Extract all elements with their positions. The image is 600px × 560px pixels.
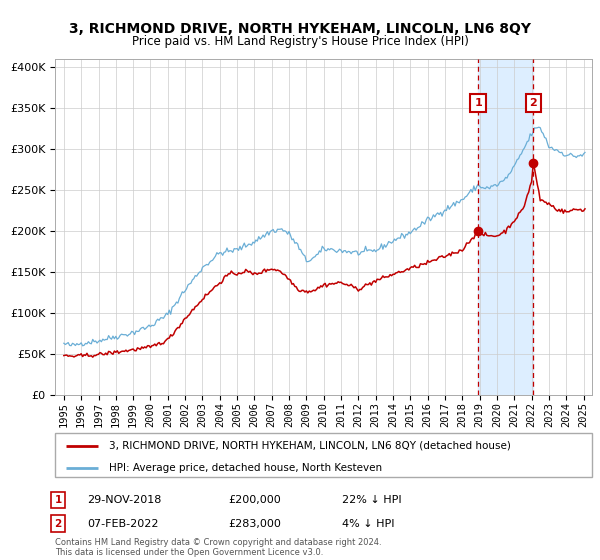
- Text: £283,000: £283,000: [228, 519, 281, 529]
- Text: 2: 2: [529, 98, 537, 108]
- Bar: [478, 59, 533, 395]
- Text: Contains HM Land Registry data © Crown copyright and database right 2024.
This d: Contains HM Land Registry data © Crown c…: [55, 538, 382, 557]
- Text: £200,000: £200,000: [228, 495, 281, 505]
- Text: 07-FEB-2022: 07-FEB-2022: [87, 519, 158, 529]
- Text: 2: 2: [55, 519, 62, 529]
- Text: HPI: Average price, detached house, North Kesteven: HPI: Average price, detached house, Nort…: [109, 463, 382, 473]
- Text: 4% ↓ HPI: 4% ↓ HPI: [342, 519, 395, 529]
- FancyBboxPatch shape: [55, 433, 592, 477]
- Text: 3, RICHMOND DRIVE, NORTH HYKEHAM, LINCOLN, LN6 8QY (detached house): 3, RICHMOND DRIVE, NORTH HYKEHAM, LINCOL…: [109, 441, 511, 451]
- Text: 3, RICHMOND DRIVE, NORTH HYKEHAM, LINCOLN, LN6 8QY: 3, RICHMOND DRIVE, NORTH HYKEHAM, LINCOL…: [69, 22, 531, 36]
- Text: 1: 1: [475, 98, 482, 108]
- Text: 29-NOV-2018: 29-NOV-2018: [87, 495, 161, 505]
- Text: 22% ↓ HPI: 22% ↓ HPI: [342, 495, 401, 505]
- Text: Price paid vs. HM Land Registry's House Price Index (HPI): Price paid vs. HM Land Registry's House …: [131, 35, 469, 48]
- Text: 1: 1: [55, 495, 62, 505]
